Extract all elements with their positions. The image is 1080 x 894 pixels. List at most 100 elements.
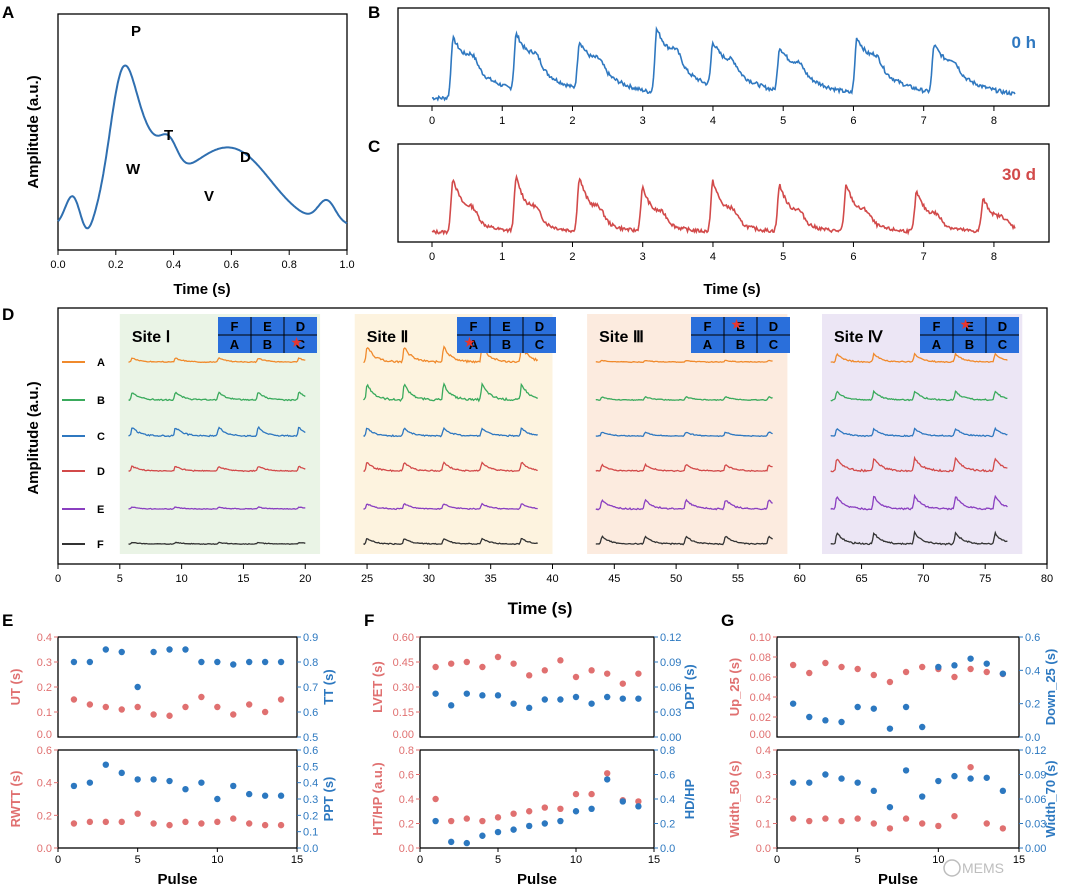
- right-ytick-label: 0.6: [1025, 632, 1040, 644]
- grid-cell-D: D: [998, 319, 1007, 334]
- panel-d-xtick-label: 5: [117, 573, 123, 585]
- trace-site3-row-E: [595, 498, 773, 511]
- ticksC-tick-label: 1: [499, 251, 505, 263]
- right-ytick-label: 0.0: [1025, 732, 1040, 744]
- ticksC-tick-label: 2: [569, 251, 575, 263]
- panelE-top-blue-point: [118, 648, 125, 656]
- panelG-bottom-blue-point: [854, 779, 861, 786]
- panelE-top-blue-point: [198, 658, 205, 666]
- trace-site1-row-B: [128, 391, 306, 402]
- panelF-top-blue-point: [557, 696, 564, 703]
- site-bg-1: [119, 314, 321, 554]
- panelF-bottom-red-point: [541, 804, 548, 811]
- panelG-bottom-blue-point: [902, 767, 910, 774]
- panel-d-xtick-label: 10: [176, 573, 188, 585]
- grid-cell-C: C: [769, 337, 779, 352]
- trace-site2-row-F: [363, 537, 538, 546]
- left-ytick-label: 0.00: [750, 729, 771, 741]
- panelG-top-red-point: [870, 671, 877, 679]
- panelE-bottom-blue-point: [102, 761, 110, 768]
- panelE-letter: E: [2, 611, 13, 630]
- panelG-top-red-point: [983, 668, 990, 676]
- panel-d-xtick-label: 45: [608, 573, 620, 585]
- panelF-bottom-blue-point: [619, 798, 626, 805]
- panelG-bottom-right-label: Width_70 (s): [1043, 760, 1058, 837]
- panelG-top-blue-point: [983, 660, 990, 667]
- right-ytick-label: 0.4: [303, 778, 318, 790]
- left-ytick-label: 0.2: [37, 682, 52, 694]
- trace-site1-row-A: [128, 357, 306, 364]
- right-ytick-label: 0.7: [303, 682, 318, 694]
- panelF-top-red-point: [635, 670, 642, 677]
- left-ytick-label: 0.45: [393, 657, 414, 669]
- panelF-xtick-label: 15: [648, 854, 660, 866]
- panelE-top-red-point: [86, 701, 94, 708]
- row-label-F: F: [97, 539, 104, 551]
- panel-c: C 30 d 0 1 2 3 4 5 6 7 8 Time (s): [368, 137, 1050, 298]
- panelE-bottom-blue-point: [70, 782, 78, 790]
- panelE-top-red-point: [214, 703, 221, 711]
- ticksC-tick-label: 6: [850, 251, 856, 263]
- panelE-bottom-blue-point: [150, 776, 157, 783]
- panelF-top-blue-point: [526, 704, 533, 712]
- trace-site3-row-D: [595, 462, 773, 473]
- left-ytick-label: 0.04: [750, 692, 771, 704]
- grid-cell-F: F: [231, 319, 239, 334]
- panelG-bottom-red-point: [999, 825, 1007, 832]
- panelG-xlabel: Pulse: [878, 871, 918, 888]
- panelG-bottom-blue-point: [935, 777, 942, 785]
- grid-cell-A: A: [932, 337, 942, 352]
- panelG-bottom-red-point: [967, 763, 974, 771]
- watermark-text: MEMS: [962, 860, 1004, 876]
- panelF-top-blue-point: [448, 702, 455, 709]
- left-ytick-label: 0.15: [393, 707, 414, 719]
- watermark-icon: [943, 859, 961, 877]
- sensor-star-icon: ★: [959, 316, 972, 332]
- panelF-top-red-point: [479, 663, 486, 671]
- panelE-bottom-red-point: [198, 820, 205, 827]
- panel-d-traces: [128, 343, 1008, 546]
- right-ytick-label: 0.5: [303, 732, 318, 744]
- panelG-letter: G: [721, 611, 734, 630]
- panelE-top-blue-point: [261, 658, 269, 666]
- panel-d-xtick-label: 50: [670, 573, 682, 585]
- right-ytick-label: 0.0: [660, 843, 675, 855]
- panel-a-xtick-label: 0.8: [282, 259, 297, 271]
- panelF-bottom-red-point: [588, 790, 595, 798]
- panel-d-xtick-label: 40: [546, 573, 558, 585]
- panelF-xtick-label: 5: [495, 854, 501, 866]
- trace-site3-row-C: [595, 431, 773, 438]
- panelF-bottom-red-point: [463, 815, 470, 822]
- panelE-bottom-red-point: [277, 821, 285, 829]
- panelG-xtick-label: 15: [1013, 854, 1025, 866]
- grid-cell-C: C: [535, 337, 545, 352]
- right-ytick-label: 0.2: [660, 819, 675, 831]
- panelF-bottom-blue-point: [572, 808, 580, 815]
- panelF-top-red-point: [619, 680, 626, 687]
- left-ytick-label: 0.06: [750, 672, 771, 684]
- panelF-bottom-blue-point: [432, 817, 439, 825]
- sensor-star-icon: ★: [730, 316, 743, 332]
- grid-cell-B: B: [502, 337, 511, 352]
- panelE-top-red-point: [277, 696, 285, 703]
- grid-cell-B: B: [736, 337, 745, 352]
- panelG-bottom-red-point: [983, 820, 990, 827]
- panel-a-xtick-label: 0.4: [166, 259, 181, 271]
- grid-cell-F: F: [933, 319, 941, 334]
- ticksC-tick-label: 8: [991, 251, 997, 263]
- panelE-top-red-point: [230, 711, 237, 718]
- panel-a-xticks: 0.0 0.2 0.4 0.6 0.8 1.0: [50, 250, 355, 271]
- trace-site1-row-E: [128, 506, 306, 510]
- panelF-bottom-red-point: [494, 814, 502, 821]
- right-ytick-label: 0.06: [660, 682, 681, 694]
- grid-cell-E: E: [965, 319, 974, 334]
- panel-a-xtick-label: 1.0: [339, 259, 354, 271]
- panelE-bottom-blue-point: [166, 777, 173, 785]
- panel-a-pulse-trace: [57, 64, 348, 230]
- left-ytick-label: 0.4: [37, 778, 52, 790]
- panelG-bottom-red-point: [806, 817, 813, 825]
- grid-cell-A: A: [230, 337, 240, 352]
- panel-d-letter: D: [2, 305, 14, 324]
- trace-site3-row-A: [595, 359, 773, 364]
